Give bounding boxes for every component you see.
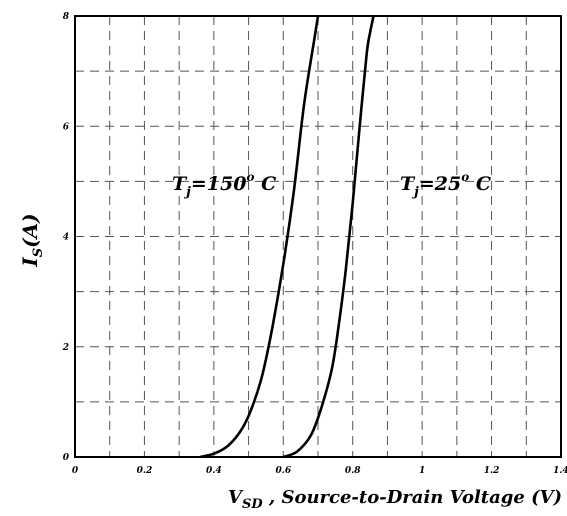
y-axis-title-main: I	[18, 257, 42, 268]
y-tick-label: 4	[63, 233, 69, 243]
y-axis-title: IS(A)	[18, 213, 46, 267]
curve-tj25	[282, 15, 375, 459]
x-tick-label: 0.4	[206, 466, 222, 476]
annotation-tj25-sup: o	[461, 170, 469, 184]
x-tick-label: 0.8	[345, 466, 361, 476]
annotation-tj25-sub: j	[411, 185, 419, 200]
y-tick-label: 6	[63, 122, 70, 132]
x-tick-label: 0.6	[275, 466, 291, 476]
y-axis-title-rest: (A)	[18, 213, 42, 247]
x-tick-label: 0	[72, 466, 79, 476]
x-axis-title: VSD , Source-to-Drain Voltage (V)	[228, 487, 562, 512]
annotation-tj150-main: T	[172, 173, 188, 195]
x-axis-title-main: V	[228, 487, 244, 508]
grid	[75, 16, 561, 457]
annotation-tj25-val: =25	[419, 173, 461, 195]
y-tick-labels: 0 2 4 6 8	[62, 12, 70, 463]
annotation-tj150: Tj=150o C	[172, 170, 276, 200]
x-tick-labels: 0 0.2 0.4 0.6 0.8 1 1.2 1.4	[72, 466, 567, 476]
y-tick-label: 0	[63, 453, 70, 463]
annotation-tj25: Tj=25o C	[400, 170, 491, 200]
y-axis-title-sub: S	[31, 248, 46, 257]
plot-frame	[74, 15, 562, 458]
y-tick-label: 2	[62, 343, 69, 353]
annotation-tj150-sup: o	[246, 170, 254, 184]
curves	[199, 15, 375, 459]
x-tick-label: 1.2	[484, 466, 500, 476]
annotation-tj150-unit: C	[254, 173, 276, 195]
x-axis-title-rest: , Source-to-Drain Voltage (V)	[263, 487, 562, 508]
x-tick-label: 0.2	[137, 466, 153, 476]
annotation-tj150-val: =150	[191, 173, 247, 195]
y-tick-label: 8	[63, 12, 70, 22]
x-tick-label: 1.4	[553, 466, 567, 476]
x-axis-title-sub: SD	[242, 497, 263, 512]
x-tick-label: 1	[419, 466, 425, 476]
curve-tj150	[199, 15, 320, 459]
annotation-tj150-sub: j	[183, 185, 191, 200]
annotation-tj25-main: T	[400, 173, 416, 195]
annotation-tj25-unit: C	[469, 173, 491, 195]
